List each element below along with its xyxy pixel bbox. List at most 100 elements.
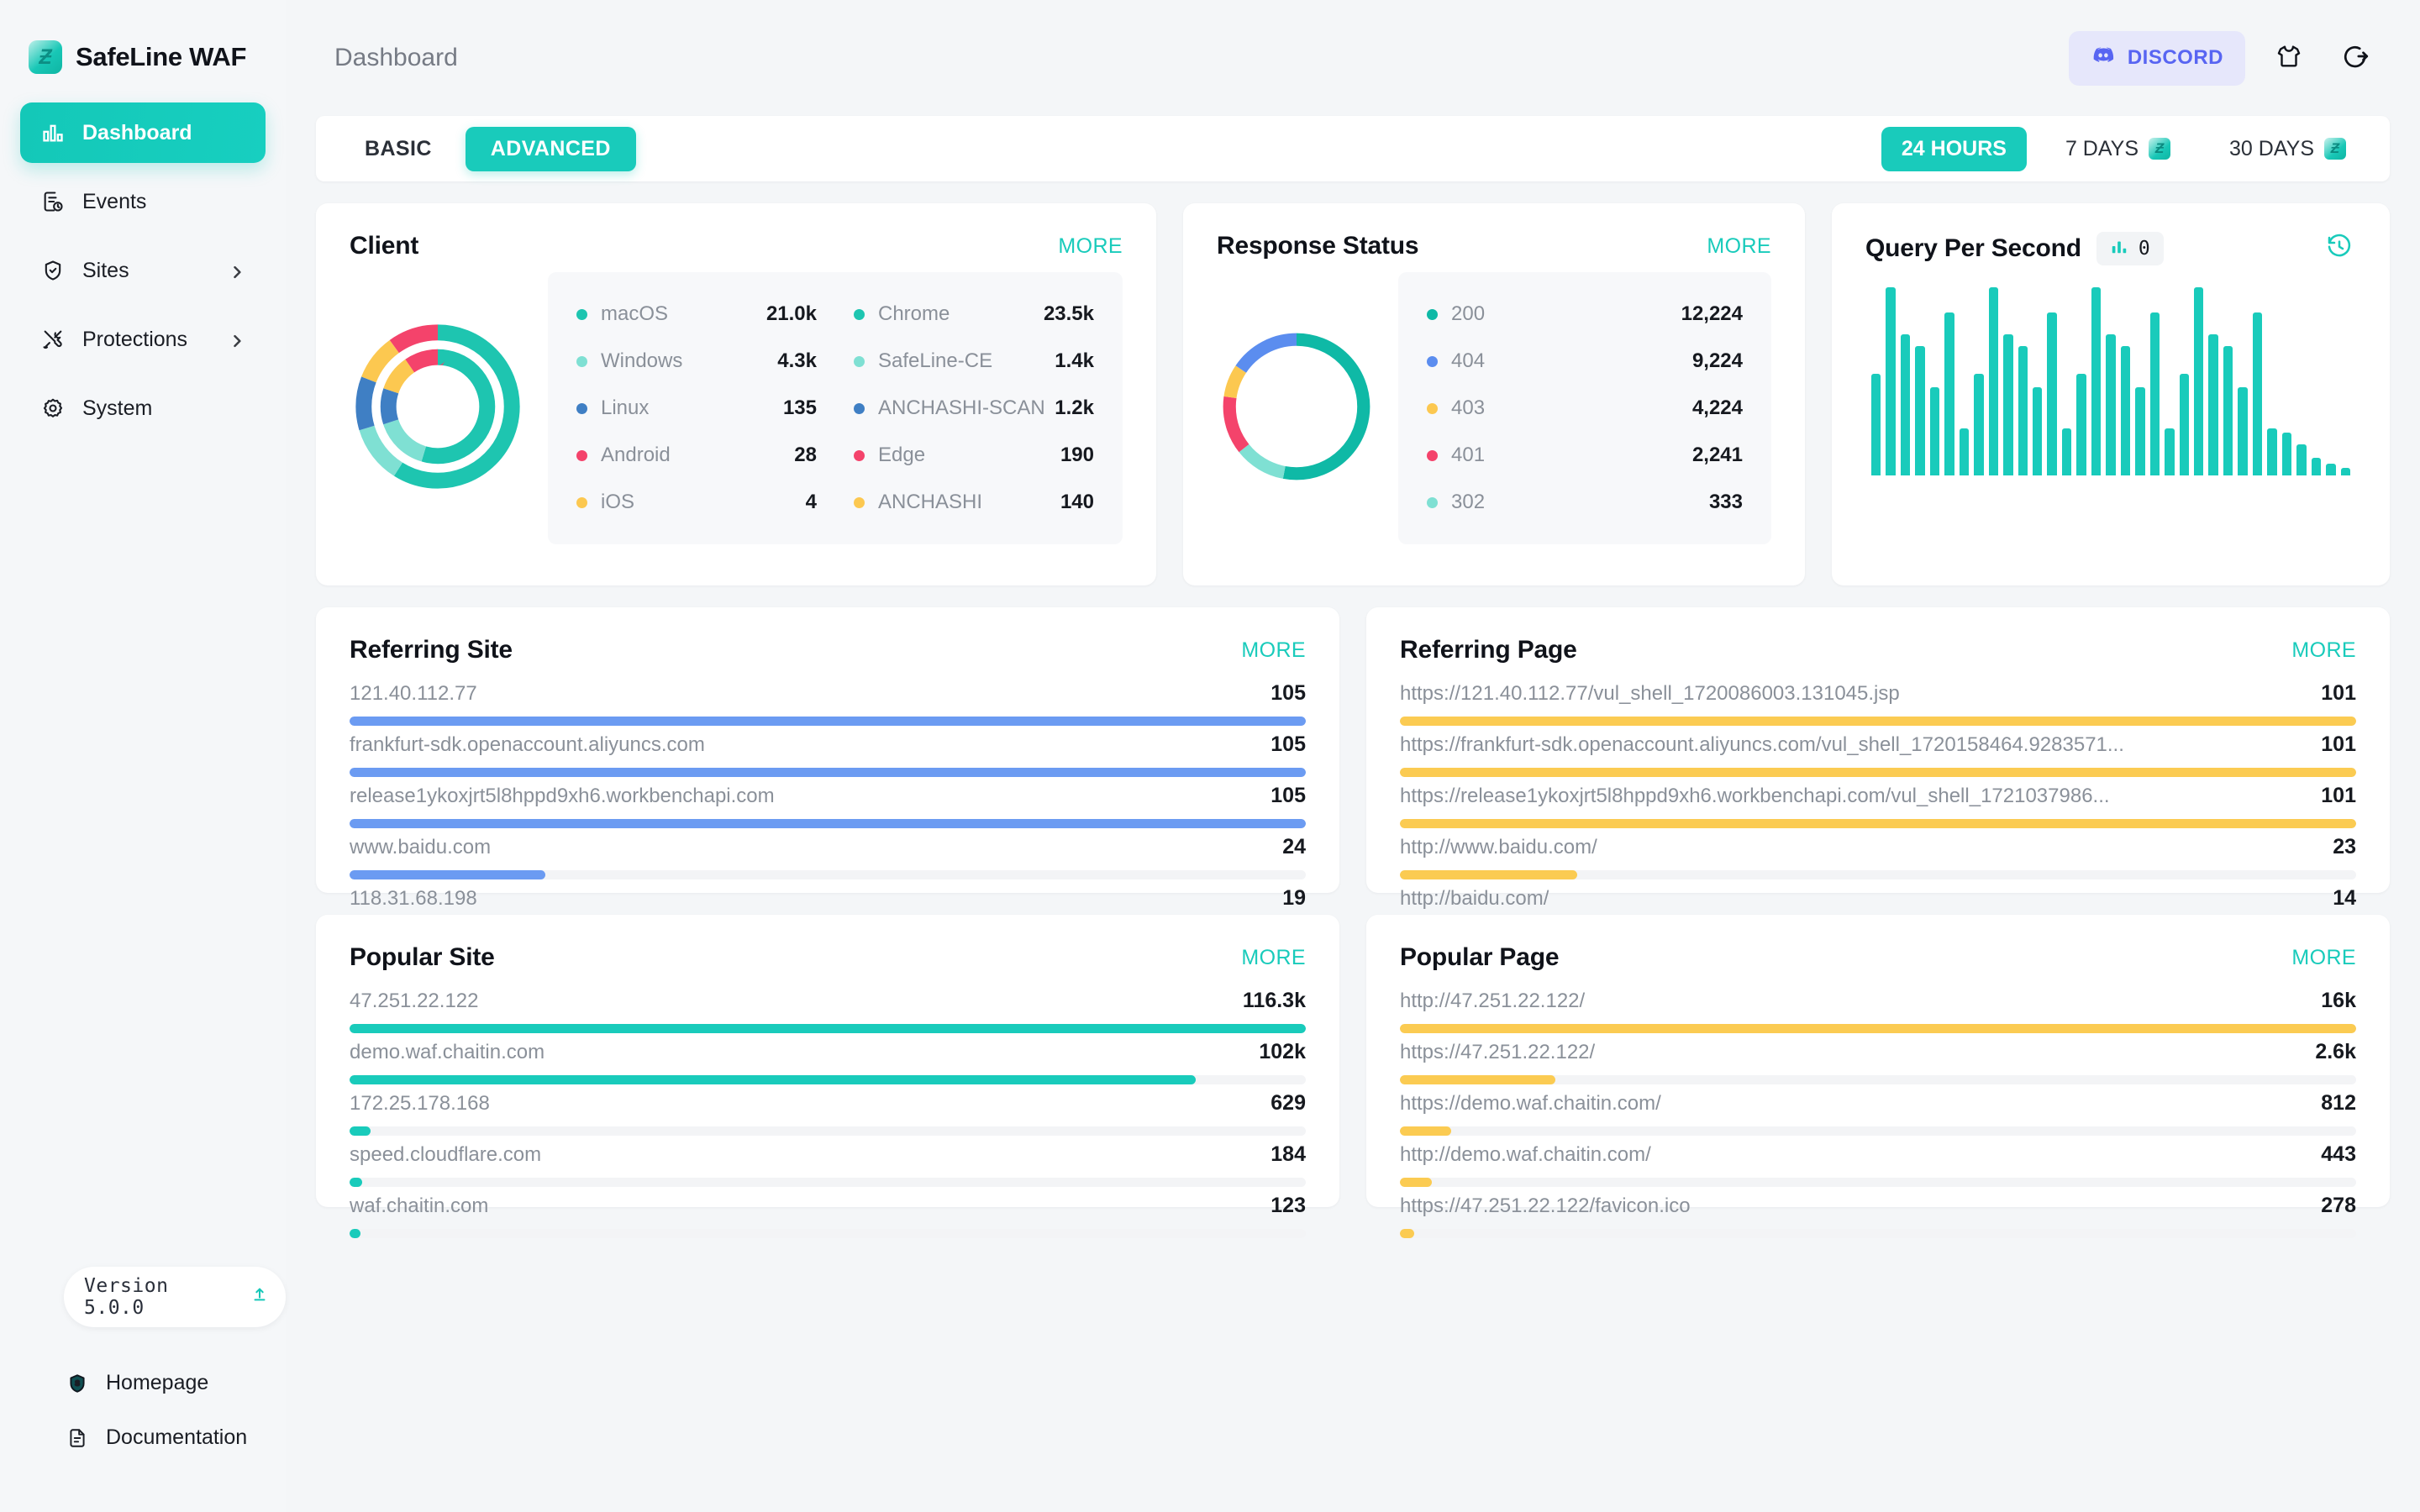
list-item-value: 101	[2321, 732, 2356, 756]
qps-bar	[2223, 346, 2233, 475]
list-item-label: 47.251.22.122	[350, 990, 479, 1012]
qps-bar	[1974, 373, 1984, 475]
list-item[interactable]: speed.cloudflare.com 184	[350, 1142, 1306, 1187]
qps-bar	[1944, 312, 1954, 475]
list-item[interactable]: http://47.251.22.122/16k	[1400, 989, 2356, 1033]
discord-button[interactable]: DISCORD	[2068, 30, 2245, 86]
list-item[interactable]: 172.25.178.168 629	[350, 1091, 1306, 1136]
range-7-days[interactable]: 7 DAYS Ƶ	[2045, 127, 2191, 171]
list-item[interactable]: http://www.baidu.com/23	[1400, 835, 2356, 879]
version-badge[interactable]: Version 5.0.0	[64, 1267, 286, 1327]
range-24-hours[interactable]: 24 HOURS	[1881, 126, 2027, 171]
popular-site-header: Popular Site MORE	[350, 943, 1306, 972]
progress-track	[1400, 1229, 2356, 1238]
list-item[interactable]: frankfurt-sdk.openaccount.aliyuncs.com 10…	[350, 732, 1306, 777]
list-item[interactable]: https://121.40.112.77/vul_shell_17200860…	[1400, 681, 2356, 726]
history-clock-icon	[2328, 234, 2351, 256]
qps-count-value: 0	[2138, 238, 2150, 260]
progress-track	[1400, 870, 2356, 879]
client-donut-chart	[350, 318, 526, 499]
response-status-more-link[interactable]: MORE	[1707, 234, 1771, 258]
list-item[interactable]: www.baidu.com 24	[350, 835, 1306, 879]
referring-site-list: 121.40.112.77 105 frankfurt-sdk.openaccoun…	[350, 681, 1306, 931]
qps-bar	[2047, 312, 2057, 475]
logout-button[interactable]	[2333, 34, 2380, 81]
qps-bar	[2018, 346, 2028, 475]
referring-page-more-link[interactable]: MORE	[2291, 638, 2356, 662]
qps-bar	[2149, 312, 2160, 475]
list-item[interactable]: release1ykoxjrt5l8hppd9xh6.workbenchapi.…	[350, 784, 1306, 828]
progress-track	[350, 1126, 1306, 1136]
list-item[interactable]: 121.40.112.77 105	[350, 681, 1306, 726]
tab-advanced[interactable]: ADVANCED	[465, 126, 636, 171]
bar-chart-icon	[40, 120, 66, 145]
qps-bar	[1900, 334, 1911, 475]
tools-icon	[40, 327, 66, 352]
list-item[interactable]: waf.chaitin.com 123	[350, 1194, 1306, 1238]
range-label: 30 DAYS	[2229, 136, 2314, 160]
referring-site-card: Referring Site MORE 121.40.112.77 105 fran…	[316, 607, 1339, 931]
legend-value: 2,241	[1691, 444, 1743, 466]
list-item[interactable]: https://frankfurt-sdk.openaccount.aliyun…	[1400, 732, 2356, 777]
sidebar-item-system[interactable]: System	[20, 378, 266, 438]
legend-label: 403	[1451, 396, 1486, 419]
list-item[interactable]: https://47.251.22.122/favicon.ico 278	[1400, 1194, 2356, 1238]
qps-bar	[2076, 373, 2086, 475]
sidebar-item-sites[interactable]: Sites	[20, 240, 266, 301]
list-item[interactable]: 47.251.22.122 116.3k	[350, 989, 1306, 1033]
tab-basic[interactable]: BASIC	[365, 136, 432, 160]
tshirt-button[interactable]	[2265, 34, 2312, 81]
referring-page-list: https://121.40.112.77/vul_shell_17200860…	[1400, 681, 2356, 931]
range-30-days[interactable]: 30 DAYS Ƶ	[2209, 127, 2366, 171]
popular-page-more-link[interactable]: MORE	[2291, 945, 2356, 969]
legend-value: 1.4k	[1055, 349, 1094, 372]
list-item[interactable]: https://47.251.22.122/2.6k	[1400, 1040, 2356, 1084]
legend-label: ANCHASHI-SCAN	[878, 396, 1045, 419]
brand[interactable]: Ƶ SafeLine WAF	[0, 0, 286, 81]
legend-value: 28	[794, 444, 817, 466]
qps-bar	[2193, 287, 2204, 475]
popular-site-more-link[interactable]: MORE	[1241, 945, 1306, 969]
list-item-label: https://frankfurt-sdk.openaccount.aliyun…	[1400, 733, 2124, 756]
list-item-label: demo.waf.chaitin.com	[350, 1041, 545, 1063]
legend-label: Android	[601, 444, 671, 466]
legend-label: Chrome	[878, 302, 950, 325]
list-item-label: waf.chaitin.com	[350, 1194, 489, 1217]
tshirt-icon	[2275, 42, 2303, 75]
progress-track	[350, 870, 1306, 879]
popular-page-header: Popular Page MORE	[1400, 943, 2356, 972]
sidebar-item-protections[interactable]: Protections	[20, 309, 266, 370]
legend-dot	[1427, 355, 1438, 367]
legend-row: 401 2,241	[1427, 432, 1743, 479]
list-item-label: https://47.251.22.122/favicon.ico	[1400, 1194, 1691, 1217]
referring-site-more-link[interactable]: MORE	[1241, 638, 1306, 662]
client-browser-legend-column: Chrome 23.5k SafeLine-CE 1.4k	[854, 291, 1094, 526]
progress-fill	[1400, 1178, 1432, 1187]
progress-fill	[1400, 1229, 1415, 1238]
list-item-label: www.baidu.com	[350, 836, 492, 858]
legend-dot	[1427, 496, 1438, 508]
client-more-link[interactable]: MORE	[1058, 234, 1123, 258]
qps-bar	[2208, 334, 2218, 475]
list-item[interactable]: demo.waf.chaitin.com 102k	[350, 1040, 1306, 1084]
list-item[interactable]: http://demo.waf.chaitin.com/443	[1400, 1142, 2356, 1187]
upload-arrow-icon[interactable]	[250, 1285, 269, 1309]
list-item-label: https://demo.waf.chaitin.com/	[1400, 1092, 1661, 1115]
list-item[interactable]: https://release1ykoxjrt5l8hppd9xh6.workb…	[1400, 784, 2356, 828]
sidebar-link-homepage[interactable]: S Homepage	[29, 1356, 286, 1410]
list-item-label: http://47.251.22.122/	[1400, 990, 1586, 1012]
list-item-label: frankfurt-sdk.openaccount.aliyuncs.com	[350, 733, 705, 756]
sidebar-item-events[interactable]: Events	[20, 171, 266, 232]
legend-label: 200	[1451, 302, 1486, 325]
sidebar-link-documentation[interactable]: Documentation	[29, 1410, 286, 1465]
progress-track	[350, 1229, 1306, 1238]
list-item[interactable]: https://demo.waf.chaitin.com/812	[1400, 1091, 2356, 1136]
legend-value: 12,224	[1681, 302, 1743, 325]
legend-row: macOS 21.0k	[576, 291, 817, 338]
qps-history-button[interactable]	[2326, 233, 2356, 265]
progress-track	[1400, 1075, 2356, 1084]
sidebar-item-dashboard[interactable]: Dashboard	[20, 102, 266, 163]
sidebar-item-label: Dashboard	[82, 120, 192, 144]
range-label: 24 HOURS	[1901, 136, 2007, 160]
progress-track	[1400, 768, 2356, 777]
